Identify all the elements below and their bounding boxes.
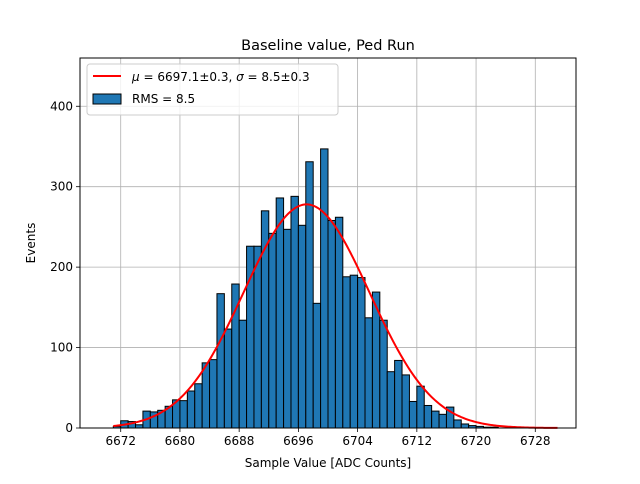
x-tick-label-4: 6704 [342,434,373,448]
x-tick-label-0: 6672 [105,434,136,448]
histogram-bar [386,371,396,429]
x-tick-label-5: 6712 [402,434,433,448]
histogram-bar [453,419,462,429]
histogram-bar [327,219,336,429]
histogram-bar [201,362,211,429]
legend-mu-symbol: μ [131,70,140,84]
plot-frame [79,57,577,429]
histogram-bar [268,232,277,429]
histogram-bar [223,328,233,429]
chart-title: Baseline value, Ped Run [241,38,415,54]
histogram-bar [312,302,322,429]
histogram-bar [379,319,388,429]
histogram-bar [179,400,188,429]
histogram-bar [238,319,248,429]
histogram-bar [431,410,440,429]
histogram-bar [423,404,433,429]
histogram-bar [253,245,262,429]
histogram-bar [438,413,447,429]
x-axis-label: Sample Value [ADC Counts] [245,456,411,470]
x-tick-label-1: 6680 [165,434,196,448]
histogram-bar [283,228,292,429]
legend-sigma-value: = 8.5±0.3 [244,70,310,84]
histogram-bar [349,274,359,429]
histogram-bar [297,224,307,429]
legend-histogram-label: RMS = 8.5 [132,92,195,106]
y-axis-label: Events [24,223,38,264]
histogram-bar [460,423,470,429]
histogram-bar [275,197,285,429]
histogram-bar [401,374,410,429]
y-axis-ticks: 0 100 200 300 400 [50,99,80,435]
histogram-bar [357,277,366,429]
y-tick-label-3: 300 [50,180,73,194]
x-tick-label-7: 6728 [520,434,551,448]
histogram-bar [394,359,403,429]
x-tick-label-6: 6720 [461,434,492,448]
y-tick-label-1: 100 [50,341,73,355]
histogram-bar [320,148,329,429]
histogram-bar [216,293,225,429]
histogram-bar [194,383,203,429]
gaussian-fit-curve [113,203,558,429]
x-axis-ticks: 6672 6680 6688 6696 6704 6712 6720 6728 [105,428,551,448]
histogram-bar [305,161,314,429]
legend-fit-label: μ = 6697.1±0.3, σ = 8.5±0.3 [131,70,310,84]
histogram-bar [209,359,218,429]
histogram-bar [342,276,351,429]
legend-sigma-symbol: σ [236,70,244,84]
histogram-bar [364,317,373,429]
legend-histogram-swatch [92,93,122,105]
legend-mu-value: = 6697.1±0.3, [140,70,236,84]
legend: μ = 6697.1±0.3, σ = 8.5±0.3 RMS = 8.5 [86,63,339,116]
y-tick-label-0: 0 [65,421,73,435]
x-tick-label-3: 6696 [283,434,314,448]
histogram-bar [408,400,418,429]
histogram-bar [416,385,425,429]
histogram-bar [290,195,299,429]
y-tick-label-4: 400 [50,99,73,113]
legend-box [86,63,339,116]
histogram-bar [334,216,344,429]
y-tick-label-2: 200 [50,260,73,274]
x-tick-label-2: 6688 [224,434,255,448]
histogram-bar [186,390,196,429]
